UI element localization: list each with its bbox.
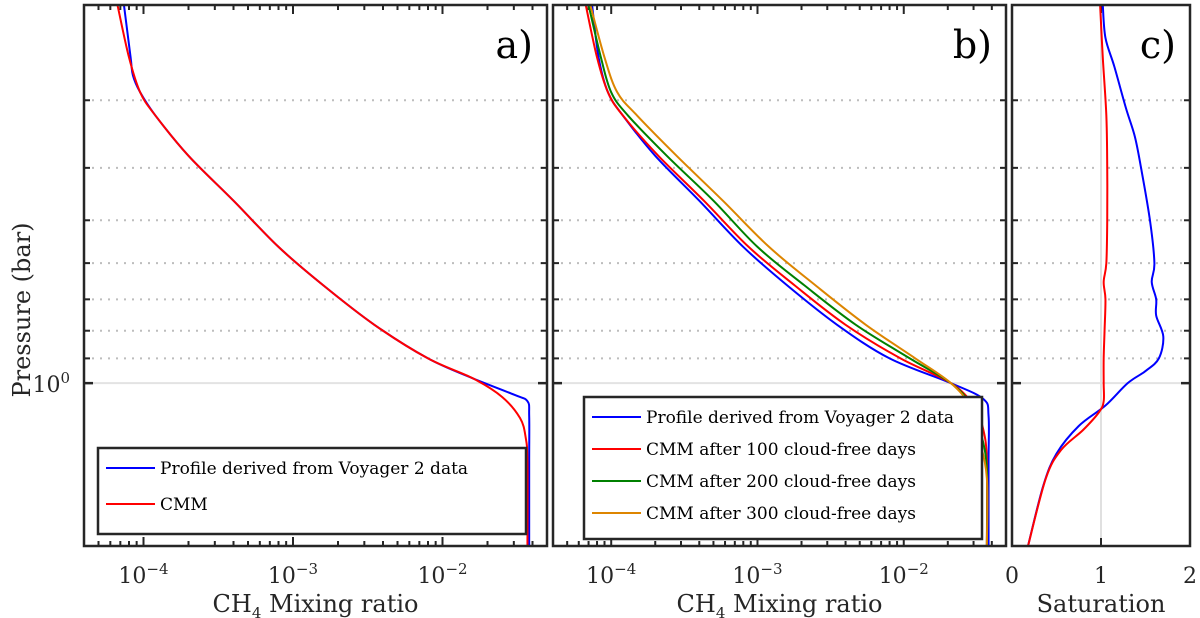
legend-entry-label: Profile derived from Voyager 2 data	[160, 459, 468, 479]
series-group	[116, 5, 531, 546]
y-tick-label-10e0: 100	[32, 369, 70, 398]
x-tick-label: 0	[1005, 564, 1019, 589]
axes-box	[82, 3, 549, 548]
panel-c: 0 1 2 c) Saturation	[1005, 3, 1197, 618]
legend-entry-label: Profile derived from Voyager 2 data	[646, 408, 954, 428]
panel-label: c)	[1140, 23, 1176, 67]
x-axis-label: CH4 Mixing ratio	[677, 590, 883, 618]
x-tick-label: 1	[1094, 564, 1108, 589]
series-line-profile-derived-from-voyager-2-data	[1027, 5, 1165, 546]
legend-entry-label: CMM after 200 cloud-free days	[646, 472, 916, 492]
legend-entry-label: CMM	[160, 495, 208, 515]
series-line-cmm	[116, 5, 529, 546]
legend: Profile derived from Voyager 2 data CMM	[96, 446, 528, 536]
series-line-cmm	[1027, 5, 1109, 546]
legend: Profile derived from Voyager 2 data CMM a…	[582, 395, 984, 541]
panel-a: 10−4 10−3 10−2 a) CH4 Mixing ratio Profile de…	[82, 3, 549, 618]
legend-entry-label: CMM after 100 cloud-free days	[646, 440, 916, 460]
panel-label: a)	[496, 23, 533, 67]
x-tick-label: 10−3	[268, 560, 318, 589]
panel-b: 10−4 10−3 10−2 b) CH4 Mixing ratio Profile de…	[551, 3, 1008, 618]
x-tick-label: 10−3	[732, 560, 782, 589]
x-axis-label: CH4 Mixing ratio	[213, 590, 419, 618]
x-axis-label: Saturation	[1037, 590, 1166, 618]
axes-box	[551, 3, 1008, 548]
legend-entry-label: CMM after 300 cloud-free days	[646, 504, 916, 524]
x-tick-label: 10−2	[417, 560, 467, 589]
series-group	[1027, 5, 1165, 546]
x-tick-label: 10−4	[586, 560, 636, 589]
x-tick-label: 10−2	[879, 560, 929, 589]
legend-box	[96, 446, 528, 536]
legend-box	[582, 395, 984, 541]
y-axis-label: Pressure (bar)	[8, 222, 36, 397]
x-tick-label: 2	[1183, 564, 1197, 589]
x-tick-label: 10−4	[118, 560, 168, 589]
panel-label: b)	[953, 23, 992, 67]
axes-box	[1010, 3, 1192, 548]
